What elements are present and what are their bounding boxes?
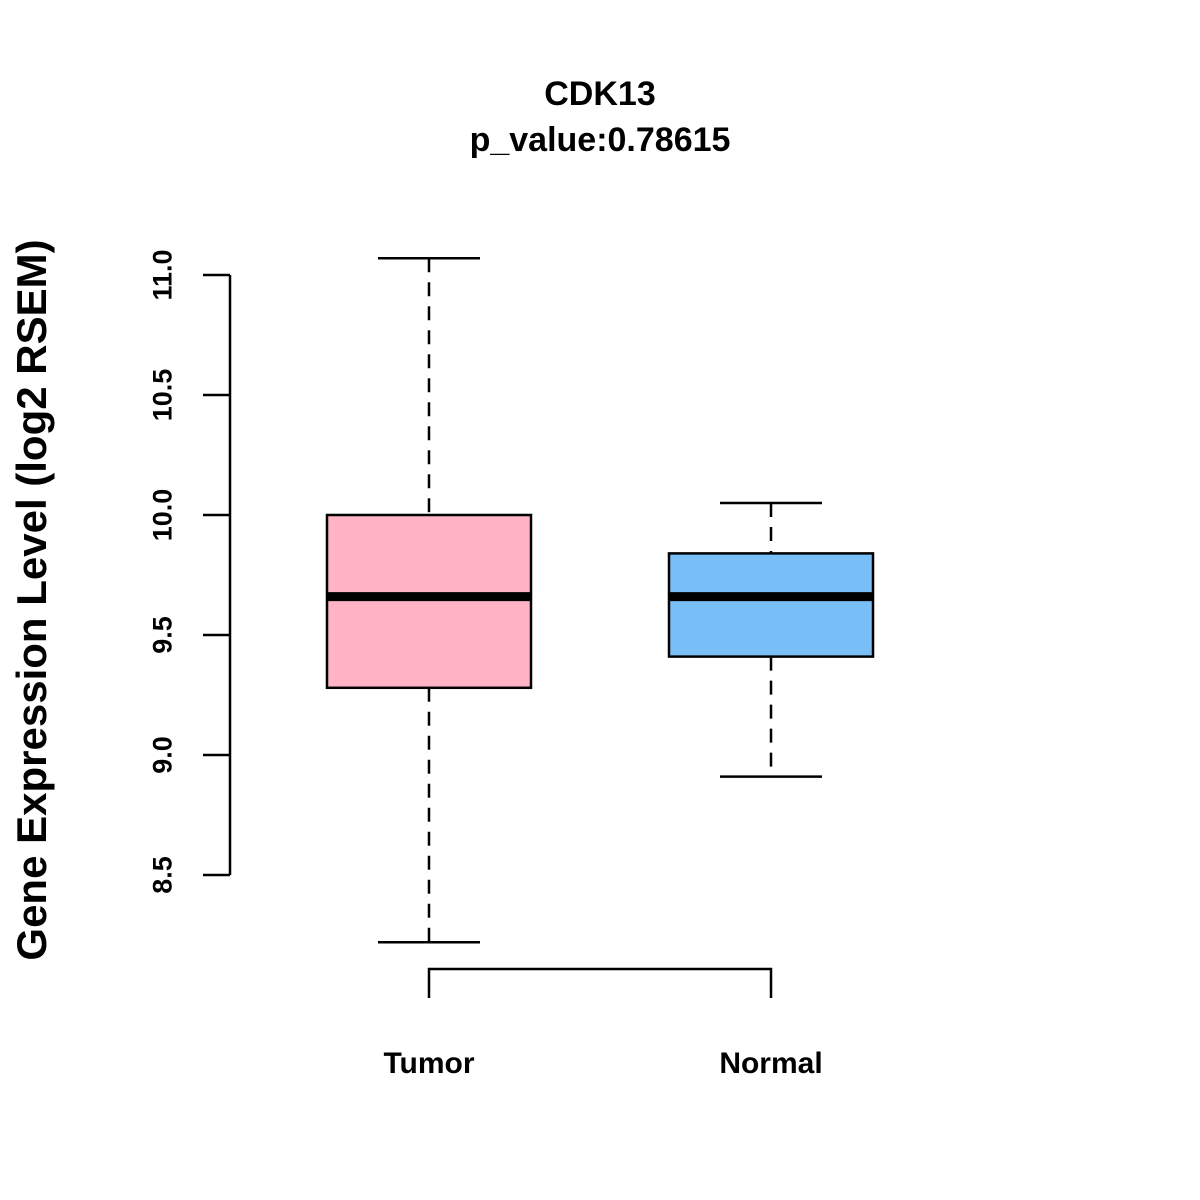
iqr-box xyxy=(325,513,533,690)
y-tick-label: 10.5 xyxy=(147,369,177,422)
y-axis-label: Gene Expression Level (log2 RSEM) xyxy=(8,239,55,960)
comparison-bracket xyxy=(427,967,773,998)
y-tick-label: 9.5 xyxy=(147,616,177,654)
chart-title: CDK13 xyxy=(544,75,655,113)
iqr-box xyxy=(667,552,875,658)
x-axis-labels: Tumor Normal xyxy=(383,1047,822,1080)
y-tick-label: 11.0 xyxy=(147,249,177,300)
significance-bracket xyxy=(427,967,773,998)
box-group xyxy=(325,256,875,944)
chart-subtitle: p_value:0.78615 xyxy=(470,121,731,159)
y-tick-label: 9.0 xyxy=(147,736,177,774)
y-axis: 8.5 9.0 9.5 10.0 10.5 11.0 xyxy=(147,249,232,894)
x-label-normal: Normal xyxy=(719,1047,822,1080)
box-normal xyxy=(667,501,875,778)
box-tumor xyxy=(325,256,533,944)
x-label-tumor: Tumor xyxy=(383,1047,474,1080)
y-tick-label: 10.0 xyxy=(147,489,177,542)
y-tick-label: 8.5 xyxy=(147,856,177,894)
